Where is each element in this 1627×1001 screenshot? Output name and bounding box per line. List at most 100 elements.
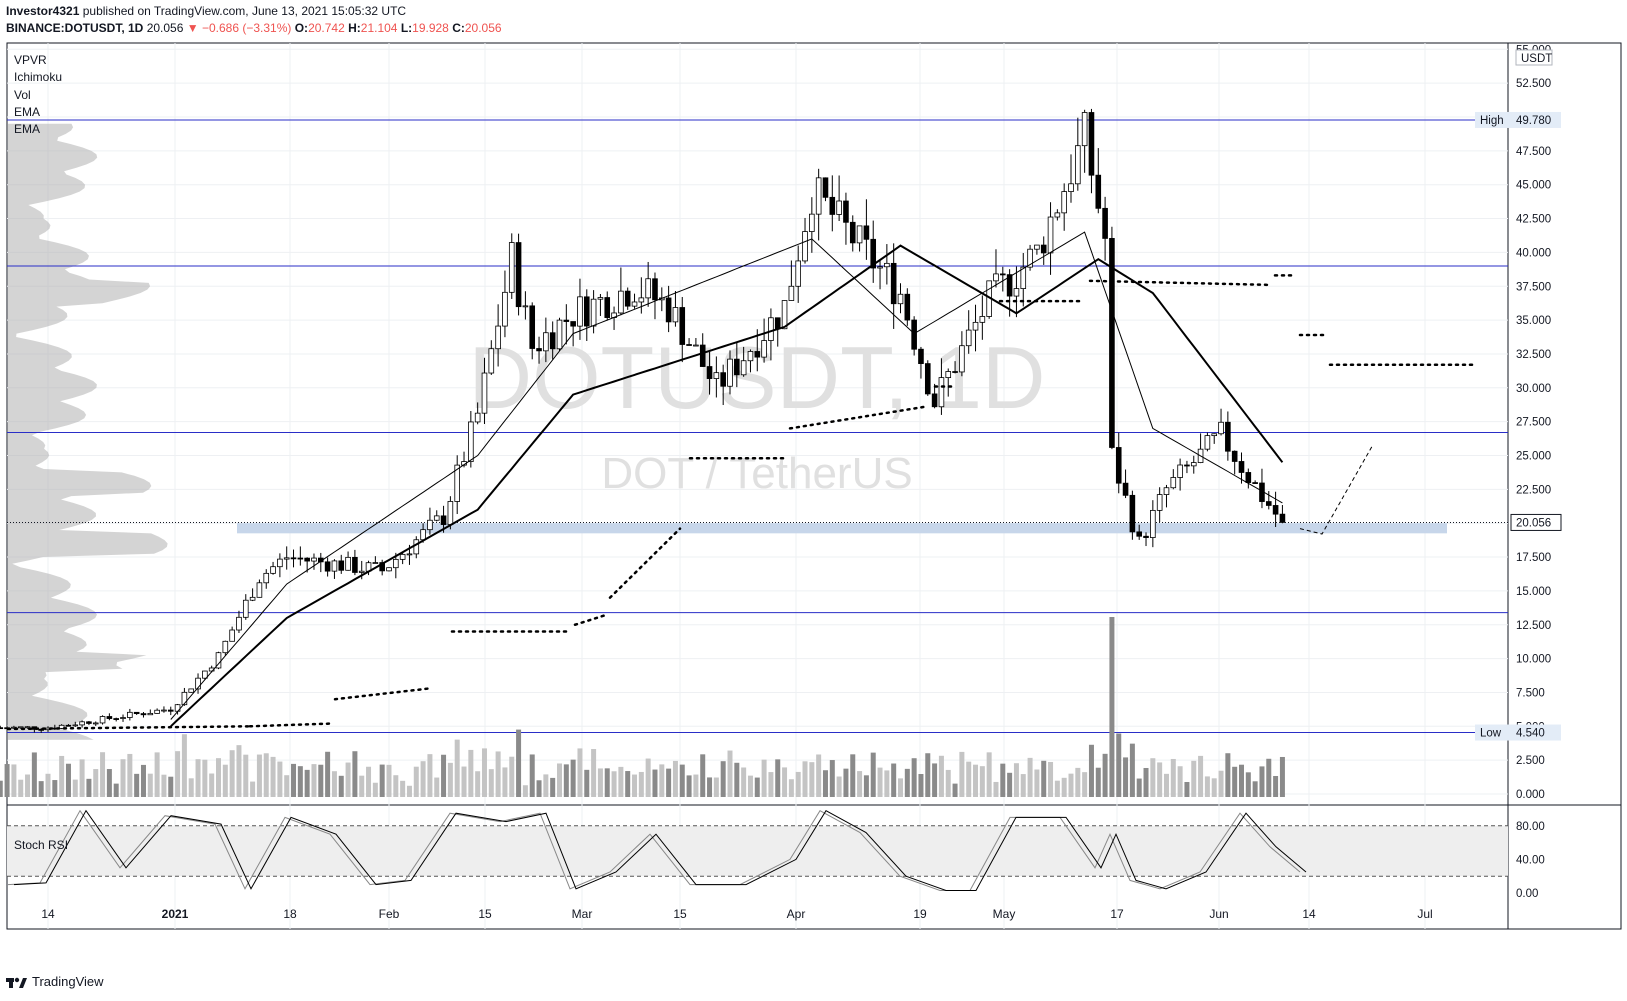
published-text: published on TradingView.com, June 13, 2… bbox=[82, 4, 407, 18]
volume-bar bbox=[1048, 761, 1054, 797]
candle bbox=[952, 371, 958, 373]
volume-bar bbox=[1136, 778, 1142, 797]
volume-bar bbox=[311, 764, 317, 797]
candle bbox=[495, 325, 501, 350]
candle bbox=[822, 177, 829, 198]
indicator-ichimoku[interactable]: Ichimoku bbox=[14, 70, 63, 85]
volume-bar bbox=[406, 785, 412, 797]
candle bbox=[290, 557, 297, 560]
price-tick-label: 52.500 bbox=[1516, 78, 1551, 90]
indicator-vol[interactable]: Vol bbox=[14, 87, 31, 102]
candle bbox=[1150, 509, 1156, 538]
candle bbox=[1245, 472, 1252, 483]
symbol: BINANCE:DOTUSDT, 1D bbox=[6, 21, 144, 35]
candle bbox=[1122, 482, 1129, 496]
candle bbox=[324, 561, 331, 572]
candle bbox=[311, 557, 317, 562]
volume-bar bbox=[502, 767, 508, 797]
candle bbox=[345, 556, 351, 571]
volume-bar bbox=[597, 768, 603, 797]
chart-frame bbox=[6, 42, 1622, 930]
candle bbox=[106, 716, 113, 719]
candle bbox=[474, 412, 481, 423]
candle bbox=[884, 262, 890, 268]
volume-bar bbox=[747, 775, 753, 797]
low-value: 4.540 bbox=[1516, 728, 1545, 740]
candle bbox=[413, 539, 420, 555]
volume-bar bbox=[1034, 769, 1040, 797]
volume-bar bbox=[379, 764, 385, 797]
volume-bar bbox=[645, 758, 651, 797]
indicator-ema-2[interactable]: EMA bbox=[14, 122, 41, 137]
volume-bar bbox=[768, 772, 774, 797]
volume-bar bbox=[175, 751, 181, 797]
candle bbox=[918, 348, 924, 364]
volume-bar bbox=[1157, 762, 1163, 797]
volume-bar bbox=[1068, 773, 1074, 797]
candle bbox=[481, 372, 488, 414]
indicator-ema-1[interactable]: EMA bbox=[14, 104, 41, 119]
indicator-vpvr[interactable]: VPVR bbox=[14, 53, 47, 67]
high-label: High bbox=[1480, 115, 1504, 127]
candle bbox=[1238, 461, 1245, 473]
volume-bar bbox=[420, 761, 426, 797]
support-zone bbox=[237, 523, 1447, 534]
volume-bar bbox=[1054, 780, 1060, 797]
candle bbox=[563, 319, 570, 322]
candle bbox=[263, 572, 270, 584]
volume-bar bbox=[393, 775, 399, 797]
currency-label: USDT bbox=[1521, 53, 1552, 65]
stoch-tick-label: 40.00 bbox=[1516, 854, 1545, 866]
candle bbox=[488, 348, 495, 374]
volume-bar bbox=[65, 763, 71, 797]
candle bbox=[1075, 145, 1081, 185]
projection-line bbox=[1299, 444, 1374, 535]
candle bbox=[1088, 112, 1095, 176]
candle bbox=[583, 296, 590, 327]
price-tick-label: 17.500 bbox=[1516, 552, 1551, 564]
volume-bar bbox=[700, 754, 706, 797]
time-tick-label: 18 bbox=[283, 907, 297, 921]
time-tick-label: 17 bbox=[1110, 907, 1124, 921]
volume-bar bbox=[1041, 760, 1047, 797]
candle bbox=[843, 200, 849, 223]
volume-bar bbox=[1225, 753, 1231, 797]
ichimoku-dots bbox=[6, 725, 252, 731]
candle bbox=[713, 372, 720, 379]
candle bbox=[665, 297, 672, 323]
time-tick-label: Jun bbox=[1209, 907, 1228, 921]
time-tick-label: Mar bbox=[572, 907, 593, 921]
publisher-name[interactable]: Investor4321 bbox=[6, 4, 80, 18]
brand-name[interactable]: TradingView bbox=[32, 974, 104, 989]
change: −0.686 (−3.31%) bbox=[201, 21, 292, 35]
volume-bar bbox=[1245, 772, 1251, 797]
volume-bar bbox=[584, 769, 590, 797]
indicator-legend: VPVR Ichimoku Vol EMA EMA bbox=[14, 52, 62, 138]
stoch-tick-label: 80.00 bbox=[1516, 821, 1545, 833]
volume-bar bbox=[1232, 766, 1238, 797]
volume-bar bbox=[986, 752, 992, 797]
volume-bar bbox=[1279, 756, 1285, 797]
candle bbox=[1272, 505, 1279, 515]
candle bbox=[1184, 464, 1190, 467]
last-price-label: 20.056 bbox=[1516, 517, 1551, 529]
candle bbox=[624, 290, 631, 307]
volume-bar bbox=[1102, 753, 1108, 797]
volume-bar bbox=[945, 769, 951, 797]
candle bbox=[1190, 462, 1197, 467]
volume-bar bbox=[1177, 766, 1183, 797]
candle bbox=[447, 501, 454, 525]
price-tick-label: 10.000 bbox=[1516, 654, 1551, 666]
candle bbox=[652, 278, 658, 301]
volume-bar bbox=[59, 755, 65, 797]
price-tick-label: 37.500 bbox=[1516, 281, 1551, 293]
volume-bar bbox=[1211, 778, 1217, 797]
candle bbox=[154, 709, 160, 714]
volume-bar bbox=[4, 764, 10, 797]
stoch-rsi-label[interactable]: Stoch RSI bbox=[14, 838, 69, 852]
last-price: 20.056 bbox=[146, 21, 184, 35]
candle bbox=[508, 242, 515, 293]
volume-bar bbox=[168, 776, 174, 797]
ichimoku-dots bbox=[248, 722, 332, 728]
